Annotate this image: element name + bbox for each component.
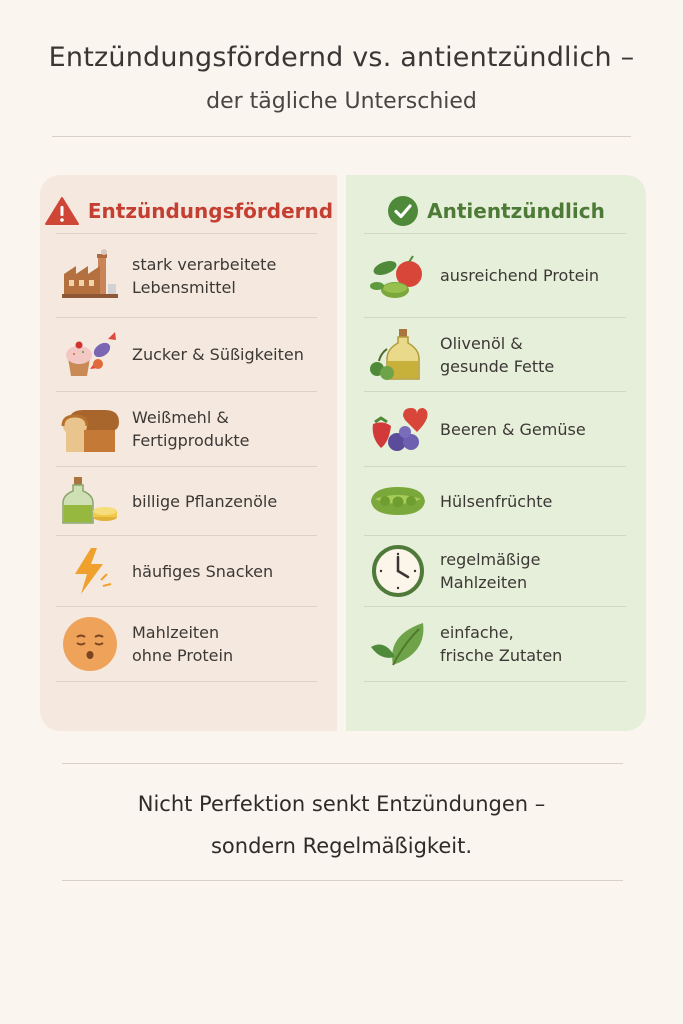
item-label: Olivenöl & gesunde Fette	[440, 333, 555, 376]
oil-bottle-icon	[58, 476, 122, 526]
inflammatory-list: stark verarbeitete Lebensmittel Zucker &…	[56, 233, 317, 682]
anti-inflammatory-list: ausreichend Protein Olivenöl & gesunde F…	[364, 233, 626, 682]
footer-bottom-divider	[62, 880, 623, 881]
list-item: stark verarbeitete Lebensmittel	[56, 233, 317, 317]
bread-icon	[58, 404, 122, 454]
inflammatory-column: Entzündungsfördernd stark verarbeitete L…	[40, 175, 337, 731]
footer-line-1: Nicht Perfektion senkt Entzündungen –	[137, 792, 546, 816]
inflammatory-heading-label: Entzündungsfördernd	[87, 199, 334, 223]
berries-icon	[366, 404, 430, 454]
list-item: regelmäßige Mahlzeiten	[364, 535, 626, 606]
item-label: stark verarbeitete Lebensmittel	[132, 254, 277, 297]
anti-inflammatory-heading: Antientzündlich	[346, 189, 646, 233]
inflammatory-heading: Entzündungsfördernd	[40, 189, 337, 233]
item-label: häufiges Snacken	[132, 561, 274, 581]
list-item: Olivenöl & gesunde Fette	[364, 317, 626, 391]
item-label: Weißmehl & Fertigprodukte	[132, 408, 250, 450]
list-item: Weißmehl & Fertigprodukte	[56, 391, 317, 466]
clock-icon	[366, 545, 430, 597]
olive-oil-icon	[366, 328, 430, 380]
list-item: häufiges Snacken	[56, 535, 317, 606]
peapod-icon	[366, 476, 430, 526]
item-label: einfache, frische Zutaten	[440, 623, 563, 665]
factory-icon	[58, 248, 122, 301]
title-line-2: der tägliche Unterschied	[206, 89, 477, 114]
leaf-icon	[366, 619, 430, 669]
item-label: billige Pflanzenöle	[132, 491, 278, 511]
anti-inflammatory-heading-label: Antientzündlich	[427, 199, 605, 223]
item-label: regelmäßige Mahlzeiten	[440, 550, 541, 592]
cupcake-candy-icon	[58, 330, 122, 380]
item-label: Beeren & Gemüse	[440, 419, 586, 439]
list-item: Mahlzeiten ohne Protein	[56, 606, 317, 682]
list-item: einfache, frische Zutaten	[364, 606, 626, 682]
check-circle-icon	[387, 195, 419, 227]
list-item: Hülsenfrüchte	[364, 466, 626, 535]
title-line-1: Entzündungsfördernd vs. antientzündlich …	[48, 42, 635, 73]
list-item: Zucker & Süßigkeiten	[56, 317, 317, 391]
footer-message: Nicht Perfektion senkt Entzündungen – so…	[0, 787, 683, 863]
lightning-icon	[58, 546, 122, 596]
title-divider	[52, 136, 631, 137]
page-title: Entzündungsfördernd vs. antientzündlich …	[0, 38, 683, 120]
footer-line-2: sondern Regelmäßigkeit.	[210, 834, 473, 858]
item-label: ausreichend Protein	[440, 266, 600, 285]
list-item: ausreichend Protein	[364, 233, 626, 317]
list-item: Beeren & Gemüse	[364, 391, 626, 466]
footer-top-divider	[62, 763, 623, 764]
warning-triangle-icon	[44, 196, 80, 226]
item-label: Zucker & Süßigkeiten	[132, 345, 304, 364]
vegetables-icon	[366, 251, 430, 301]
tired-face-icon	[58, 617, 122, 671]
item-label: Hülsenfrüchte	[440, 491, 553, 511]
item-label: Mahlzeiten ohne Protein	[132, 623, 234, 665]
anti-inflammatory-column: Antientzündlich ausreichend Protein	[346, 175, 646, 731]
list-item: billige Pflanzenöle	[56, 466, 317, 535]
